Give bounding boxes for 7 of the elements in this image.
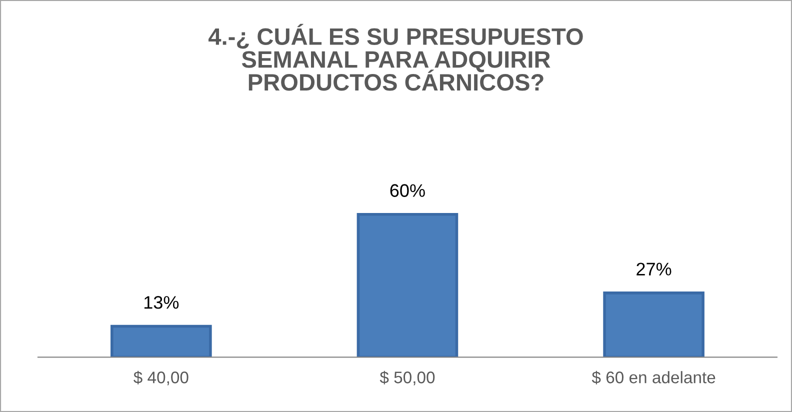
chart-title: 4.-¿ CUÁL ES SU PRESUPUESTO SEMANAL PARA ADQUIRIR PRODUCTOS CÁRNICOS?: [208, 24, 583, 91]
x-tick-label: $ 50,00: [380, 370, 435, 386]
data-label: 13%: [144, 296, 179, 309]
x-tick-label: $ 40,00: [134, 370, 188, 386]
data-label: 60%: [390, 184, 425, 197]
x-tick-label: $ 60 en adelante: [592, 370, 716, 384]
data-label: 27%: [636, 262, 672, 276]
